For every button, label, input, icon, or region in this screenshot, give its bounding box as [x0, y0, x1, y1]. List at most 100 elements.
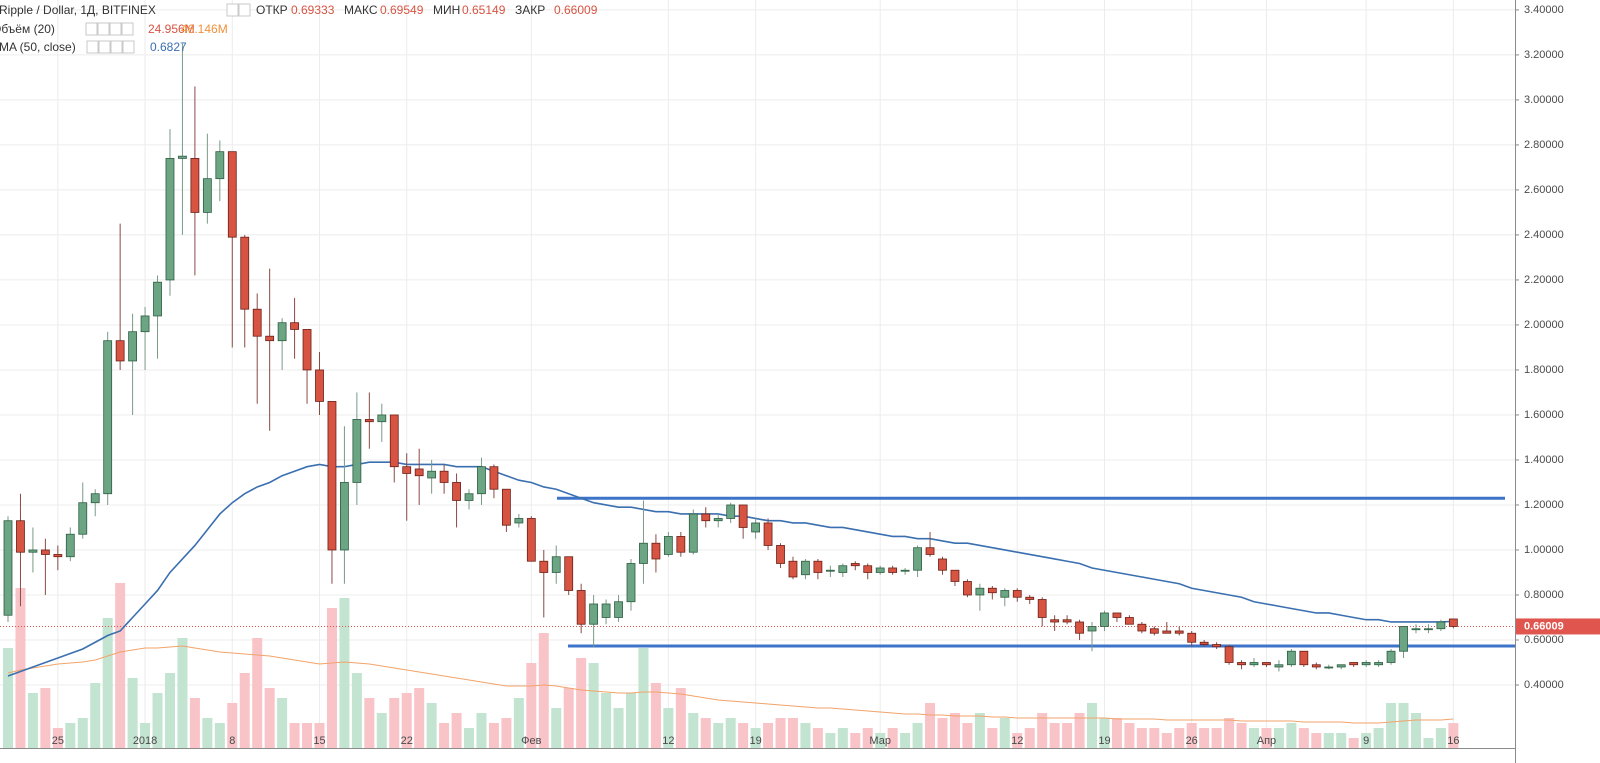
- candle-body: [938, 558, 947, 571]
- candle-body: [925, 547, 935, 555]
- ohlc-value: 0.65149: [462, 3, 506, 17]
- candle-body: [676, 536, 686, 553]
- button[interactable]: [85, 22, 98, 36]
- volume-bar: [650, 683, 661, 748]
- candle-body: [900, 569, 910, 572]
- volume-bar: [214, 723, 225, 748]
- y-tick-label: 2.40000: [1524, 229, 1564, 241]
- volume-bar: [663, 708, 674, 748]
- candle-body: [726, 504, 736, 519]
- y-tick-label: 1.00000: [1524, 544, 1564, 556]
- y-tick-label: 1.20000: [1524, 499, 1564, 511]
- y-tick-label: 2.60000: [1524, 184, 1564, 196]
- button[interactable]: [97, 22, 110, 36]
- volume-bar: [1111, 718, 1122, 748]
- button[interactable]: [122, 40, 135, 54]
- header-buttons: [226, 3, 251, 17]
- volume-bar: [289, 723, 300, 748]
- volume-bar: [1423, 738, 1434, 748]
- candle-body: [1100, 612, 1109, 627]
- button[interactable]: [110, 40, 123, 54]
- volume-bar: [775, 718, 786, 748]
- volume-bar: [1336, 733, 1347, 748]
- candle-body: [252, 308, 262, 337]
- y-tick-label: 0.80000: [1524, 589, 1564, 601]
- volume-bar: [439, 723, 450, 748]
- volume-bar: [1012, 733, 1023, 748]
- candle-body: [1112, 612, 1122, 618]
- button[interactable]: [238, 3, 251, 17]
- candle-body: [489, 466, 499, 490]
- candle-body: [1062, 619, 1072, 623]
- volume-bar: [738, 723, 749, 748]
- volume-bar: [862, 728, 873, 748]
- candle-body: [551, 556, 561, 573]
- candle-body: [751, 522, 760, 533]
- volume-bar: [1448, 723, 1459, 748]
- y-tick-label: 1.60000: [1524, 409, 1564, 421]
- candle-body: [738, 504, 748, 528]
- candle-body: [1411, 628, 1421, 631]
- candle-body: [963, 581, 972, 596]
- candle-body: [825, 569, 835, 572]
- volume-bar: [376, 713, 387, 748]
- x-tick-label: Апр: [1257, 735, 1276, 747]
- button[interactable]: [121, 22, 134, 36]
- candle-body: [1174, 630, 1184, 634]
- ohlc-label: МИН: [433, 3, 460, 17]
- volume-bar: [252, 638, 263, 748]
- x-tick-label: 19: [749, 735, 761, 747]
- volume-bar: [1236, 723, 1247, 748]
- candle-body: [327, 401, 337, 551]
- button[interactable]: [98, 40, 111, 54]
- candle-body: [28, 549, 38, 553]
- x-tick-label: 16: [1447, 735, 1459, 747]
- volume-bar: [812, 728, 823, 748]
- symbol-title: Ripple / Dollar, 1Д, BITFINEX: [0, 3, 156, 17]
- volume-bar: [1024, 728, 1035, 748]
- axes: 0.40000 0.60000 0.80000 1.00000 1.20000 1.400…: [52, 4, 1600, 747]
- volume-bar: [949, 713, 960, 748]
- candle-body: [1424, 628, 1433, 631]
- button[interactable]: [109, 22, 122, 36]
- volume-bar: [464, 728, 475, 748]
- button[interactable]: [86, 40, 99, 54]
- volume-bar: [576, 658, 587, 748]
- candle-body: [165, 158, 175, 281]
- candle-body: [1274, 664, 1284, 668]
- candle-body: [801, 560, 810, 576]
- volume-bar: [526, 663, 537, 748]
- candle-body: [663, 536, 673, 555]
- candle-body: [1187, 632, 1197, 643]
- candle-body: [688, 513, 698, 553]
- volume-bar: [52, 728, 63, 748]
- volume-bar: [937, 718, 948, 748]
- candle-body: [65, 533, 75, 558]
- candle-body: [850, 563, 860, 567]
- volume-bar: [1373, 728, 1384, 748]
- volume-bar: [127, 678, 138, 748]
- volume-bar: [414, 688, 425, 748]
- volume-label: Объём (20): [0, 22, 55, 36]
- volume-bar: [90, 683, 101, 748]
- candle-body: [1237, 662, 1246, 666]
- candle-body: [227, 151, 237, 238]
- volume-bar: [1298, 728, 1309, 748]
- volume-bar: [488, 723, 499, 748]
- volume-bar: [1062, 723, 1073, 748]
- volume-bar: [264, 688, 275, 748]
- volume-bar: [1286, 723, 1297, 748]
- candle-body: [128, 331, 138, 362]
- candle-body: [626, 563, 636, 603]
- candle-body: [501, 488, 511, 526]
- ohlc-label: МАКС: [344, 3, 378, 17]
- candle-body: [1212, 644, 1222, 648]
- y-tick-label: 3.20000: [1524, 49, 1564, 61]
- volume-bar: [164, 673, 175, 748]
- button[interactable]: [226, 3, 239, 17]
- volume-bar: [3, 648, 13, 748]
- volume-bar: [115, 583, 126, 748]
- candle-body: [713, 518, 723, 522]
- candle-body: [576, 590, 586, 625]
- candle-body: [1149, 628, 1159, 634]
